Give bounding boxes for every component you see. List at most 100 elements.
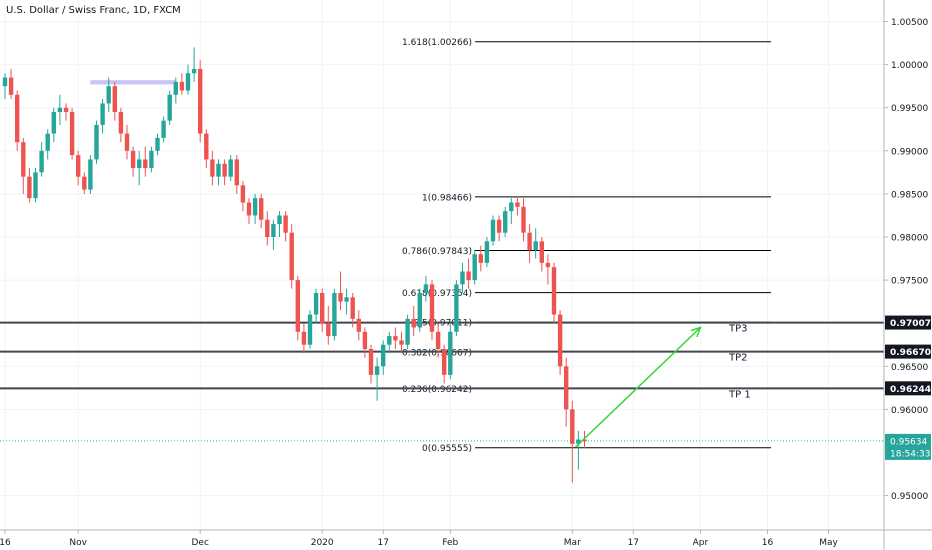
candle-body [216, 163, 221, 177]
candle-body [313, 293, 319, 315]
candle-body [15, 94, 20, 143]
price-tick-label: 0.96500 [891, 363, 928, 373]
candle-body [582, 439, 587, 442]
candle-body [496, 219, 502, 233]
candle-body [173, 81, 178, 95]
candle-body [106, 86, 111, 104]
target-label: TP3 [728, 324, 748, 335]
candle-body [179, 81, 185, 91]
target-price-badge-label: 0.97007 [890, 319, 931, 329]
time-tick-label: Nov [69, 538, 87, 548]
candle-body [350, 297, 355, 319]
candle-body [521, 206, 526, 233]
highlight-zone-layer [90, 80, 176, 85]
candle-body [252, 198, 258, 216]
candle-body [185, 73, 191, 91]
candle-body [570, 409, 575, 444]
candle-body [509, 202, 514, 212]
fib-level-label: 0.5(0.97011) [413, 319, 472, 329]
candle-body [387, 336, 392, 345]
candle-body [564, 366, 569, 410]
projection-arrow-line [574, 326, 701, 448]
candle-body [374, 366, 380, 375]
fib-level-label: 0.236(0.96242) [402, 385, 472, 395]
candle-body [368, 349, 374, 375]
time-tick-label: 16 [762, 538, 774, 548]
candle-body [515, 202, 520, 207]
candle-body [210, 159, 215, 177]
candle-body [332, 293, 337, 337]
drawings-overlay[interactable] [0, 326, 884, 448]
candle-body [356, 318, 361, 332]
candle-body [161, 120, 166, 138]
candle-body [448, 331, 453, 375]
candle-body [503, 211, 508, 233]
current-price-label: 0.95634 [890, 437, 927, 447]
candle-body [246, 202, 252, 216]
candle-body [222, 163, 227, 177]
price-tick-label: 0.98000 [891, 233, 928, 243]
candle-body [454, 284, 459, 332]
candle-body [45, 133, 50, 151]
candle-body [259, 198, 264, 220]
candle-body [411, 318, 416, 328]
target-price-badge [885, 381, 931, 396]
candle-body [381, 344, 386, 367]
candle-body [118, 112, 124, 134]
price-tick-label: 1.00500 [891, 18, 928, 28]
candle-body [545, 262, 551, 268]
time-tick-label: May [819, 538, 838, 548]
candle-body [338, 293, 343, 302]
projection-arrowhead-icon [690, 326, 702, 338]
candle-body [301, 331, 307, 345]
candle-body [490, 219, 496, 242]
candle-body [417, 293, 422, 328]
fib-level-label: 0.382(0.96667) [402, 348, 472, 358]
candle-body [137, 159, 142, 169]
candle-body [228, 159, 233, 177]
candles [2, 47, 587, 483]
target-price-badge [885, 344, 931, 359]
candle-body [234, 159, 239, 186]
candle-body [33, 172, 38, 199]
grid [0, 0, 884, 530]
candle-body [21, 142, 26, 177]
price-tick-label: 0.98500 [891, 190, 928, 200]
candle-body [240, 185, 246, 203]
candle-body [283, 215, 288, 233]
candle-body [484, 241, 490, 263]
candle-body [326, 323, 331, 337]
target-price-badge [885, 315, 931, 330]
candle-body [551, 267, 557, 315]
time-tick-label: 16 [0, 538, 11, 548]
candle-body [198, 68, 203, 134]
candle-body [130, 150, 136, 169]
price-tick-label: 0.99500 [891, 104, 928, 114]
candle-body [576, 439, 581, 444]
candle-body [362, 331, 368, 350]
candle-body [76, 155, 81, 177]
time-tick-label: Apr [693, 538, 709, 548]
fib-level-label: 1.618(1.00266) [402, 38, 472, 48]
symbol-title: U.S. Dollar / Swiss Franc, 1D, FXCM [6, 5, 181, 16]
candle-body [466, 271, 471, 281]
candle-body [307, 314, 313, 345]
candle-body [442, 349, 447, 375]
target-label: TP2 [728, 353, 748, 364]
price-tick-label: 0.99000 [891, 147, 928, 157]
time-tick-label: 2020 [311, 538, 334, 548]
candle-body [167, 94, 172, 121]
candle-body [557, 314, 563, 367]
candle-body [393, 336, 398, 341]
candle-body [88, 159, 93, 190]
candle-body [8, 77, 14, 95]
highlight-zone [90, 80, 176, 85]
time-tick-label: Mar [564, 538, 581, 548]
candle-body [289, 232, 294, 281]
fib-level-label: 0.618(0.97354) [402, 289, 472, 299]
candle-body [27, 176, 32, 199]
candle-body [69, 112, 75, 156]
candle-body [94, 124, 99, 160]
time-tick-label: 17 [377, 538, 388, 548]
